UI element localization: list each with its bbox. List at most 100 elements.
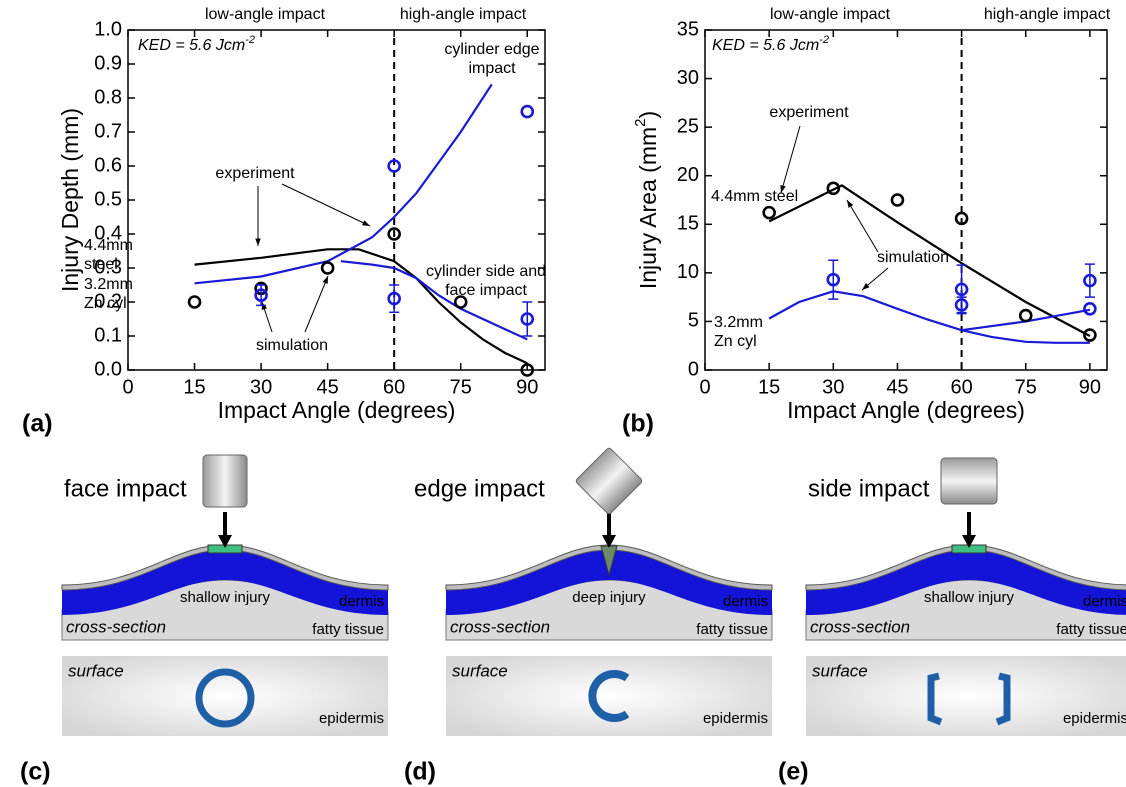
- data-point: [1083, 301, 1097, 316]
- data-point: [1083, 273, 1097, 288]
- annotation-text: experiment: [769, 104, 849, 121]
- annotation-sup: -2: [819, 34, 829, 46]
- y-axis-title-part: Injury Depth (mm): [57, 108, 83, 292]
- annotation: low-angle impact: [770, 6, 891, 23]
- annotation: KED = 5.6 Jcm-2: [138, 34, 255, 54]
- y-tick-label: 1.0: [94, 18, 122, 40]
- dermis-label: dermis: [339, 593, 384, 610]
- annotation: high-angle impact: [984, 6, 1111, 23]
- epidermis-label: epidermis: [1063, 710, 1126, 727]
- data-point: [762, 205, 776, 220]
- x-axis-title: Impact Angle (degrees): [787, 397, 1025, 423]
- section-label: cross-section: [450, 617, 550, 636]
- arrow-line: [281, 183, 371, 227]
- annotation: cylinder edge: [444, 41, 539, 58]
- annotation: 4.4mm steel: [711, 188, 798, 205]
- y-tick-label: 0.6: [94, 154, 122, 176]
- y-tick-label: 0.3: [94, 256, 122, 278]
- injury-label: deep injury: [572, 589, 646, 606]
- data-point: [1083, 328, 1097, 342]
- annotation-text: cylinder side and: [426, 263, 546, 280]
- annotation: face impact: [445, 282, 527, 299]
- data-point: [954, 298, 969, 312]
- annotation-text: high-angle impact: [400, 6, 527, 23]
- y-tick-label: 30: [677, 67, 699, 89]
- annotation-text: KED = 5.6 Jcm: [138, 37, 245, 54]
- annotation-text: simulation: [877, 249, 949, 266]
- injury-label: shallow injury: [180, 589, 271, 606]
- annotation: high-angle impact: [400, 6, 527, 23]
- surface-label: surface: [812, 661, 868, 680]
- dermis-label: dermis: [723, 593, 768, 610]
- data-point: [826, 272, 841, 287]
- annotation: experiment: [769, 104, 849, 121]
- fat-label: fatty tissue: [312, 621, 384, 638]
- epidermis-layer: [61, 544, 389, 591]
- annotation-text: impact: [468, 60, 516, 77]
- surface-injury: [588, 670, 630, 722]
- data-point: [954, 282, 969, 297]
- annotation-text: high-angle impact: [984, 6, 1111, 23]
- data-point: [826, 181, 841, 196]
- annotation: KED = 5.6 Jcm-2: [712, 34, 829, 54]
- arrow-head: [255, 238, 261, 246]
- dermis-layer: [806, 550, 1126, 615]
- data-point: [320, 261, 335, 275]
- panel-label: (b): [622, 410, 654, 438]
- annotation: simulation: [877, 249, 949, 266]
- annotation-text: low-angle impact: [770, 6, 891, 23]
- arrow-line: [780, 125, 801, 194]
- x-tick-label: 60: [383, 376, 405, 398]
- panel-label: (c): [20, 758, 51, 786]
- epidermis-layer: [805, 544, 1126, 591]
- panel-label: (d): [404, 758, 436, 786]
- error-bar: [389, 284, 400, 313]
- x-tick-label: 15: [758, 376, 780, 398]
- projectile: [940, 457, 998, 505]
- annotation-text: KED = 5.6 Jcm: [712, 37, 819, 54]
- arrow-head: [847, 200, 854, 208]
- x-tick-label: 60: [950, 376, 972, 398]
- y-axis-title-part: 2: [632, 119, 649, 127]
- annotation-text: simulation: [256, 337, 328, 354]
- arrow-head: [862, 283, 870, 290]
- annotation-text: Zn cyl: [84, 295, 127, 312]
- annotation-text: steel: [84, 256, 118, 273]
- annotation-text: 4.4mm steel: [711, 188, 798, 205]
- data-point: [520, 104, 535, 119]
- error-bar: [522, 301, 533, 337]
- annotation-text: 3.2mm: [84, 276, 133, 293]
- x-tick-label: 90: [516, 376, 538, 398]
- panel-label: (a): [22, 410, 53, 438]
- y-tick-label: 25: [677, 115, 699, 137]
- line-series: [194, 83, 493, 285]
- annotation: steel: [84, 256, 118, 273]
- section-label: cross-section: [66, 617, 166, 636]
- annotation: 4.4mm: [84, 237, 133, 254]
- y-tick-label: 5: [688, 310, 699, 332]
- annotation-text: 3.2mm: [714, 314, 763, 331]
- surface-view: [806, 656, 1126, 736]
- annotation: impact: [468, 60, 516, 77]
- annotation-text: cylinder edge: [444, 41, 539, 58]
- y-tick-label: 0.2: [94, 290, 122, 312]
- y-tick-label: 20: [677, 164, 699, 186]
- annotation: Zn cyl: [714, 333, 757, 350]
- x-tick-label: 0: [122, 376, 133, 398]
- surface-injury: [195, 668, 255, 728]
- annotation: low-angle impact: [205, 6, 326, 23]
- surface-label: surface: [68, 661, 124, 680]
- surface-injury: [995, 672, 1011, 726]
- y-tick-label: 0.9: [94, 52, 122, 74]
- data-point: [387, 291, 401, 306]
- y-tick-label: 15: [677, 213, 699, 235]
- line-series: [340, 260, 528, 341]
- error-bar: [256, 284, 267, 307]
- arrow-head: [780, 185, 786, 193]
- x-tick-label: 30: [250, 376, 272, 398]
- annotation: 3.2mm: [714, 314, 763, 331]
- error-bar: [828, 259, 839, 300]
- y-tick-label: 0.4: [94, 222, 122, 244]
- x-tick-label: 90: [1079, 376, 1101, 398]
